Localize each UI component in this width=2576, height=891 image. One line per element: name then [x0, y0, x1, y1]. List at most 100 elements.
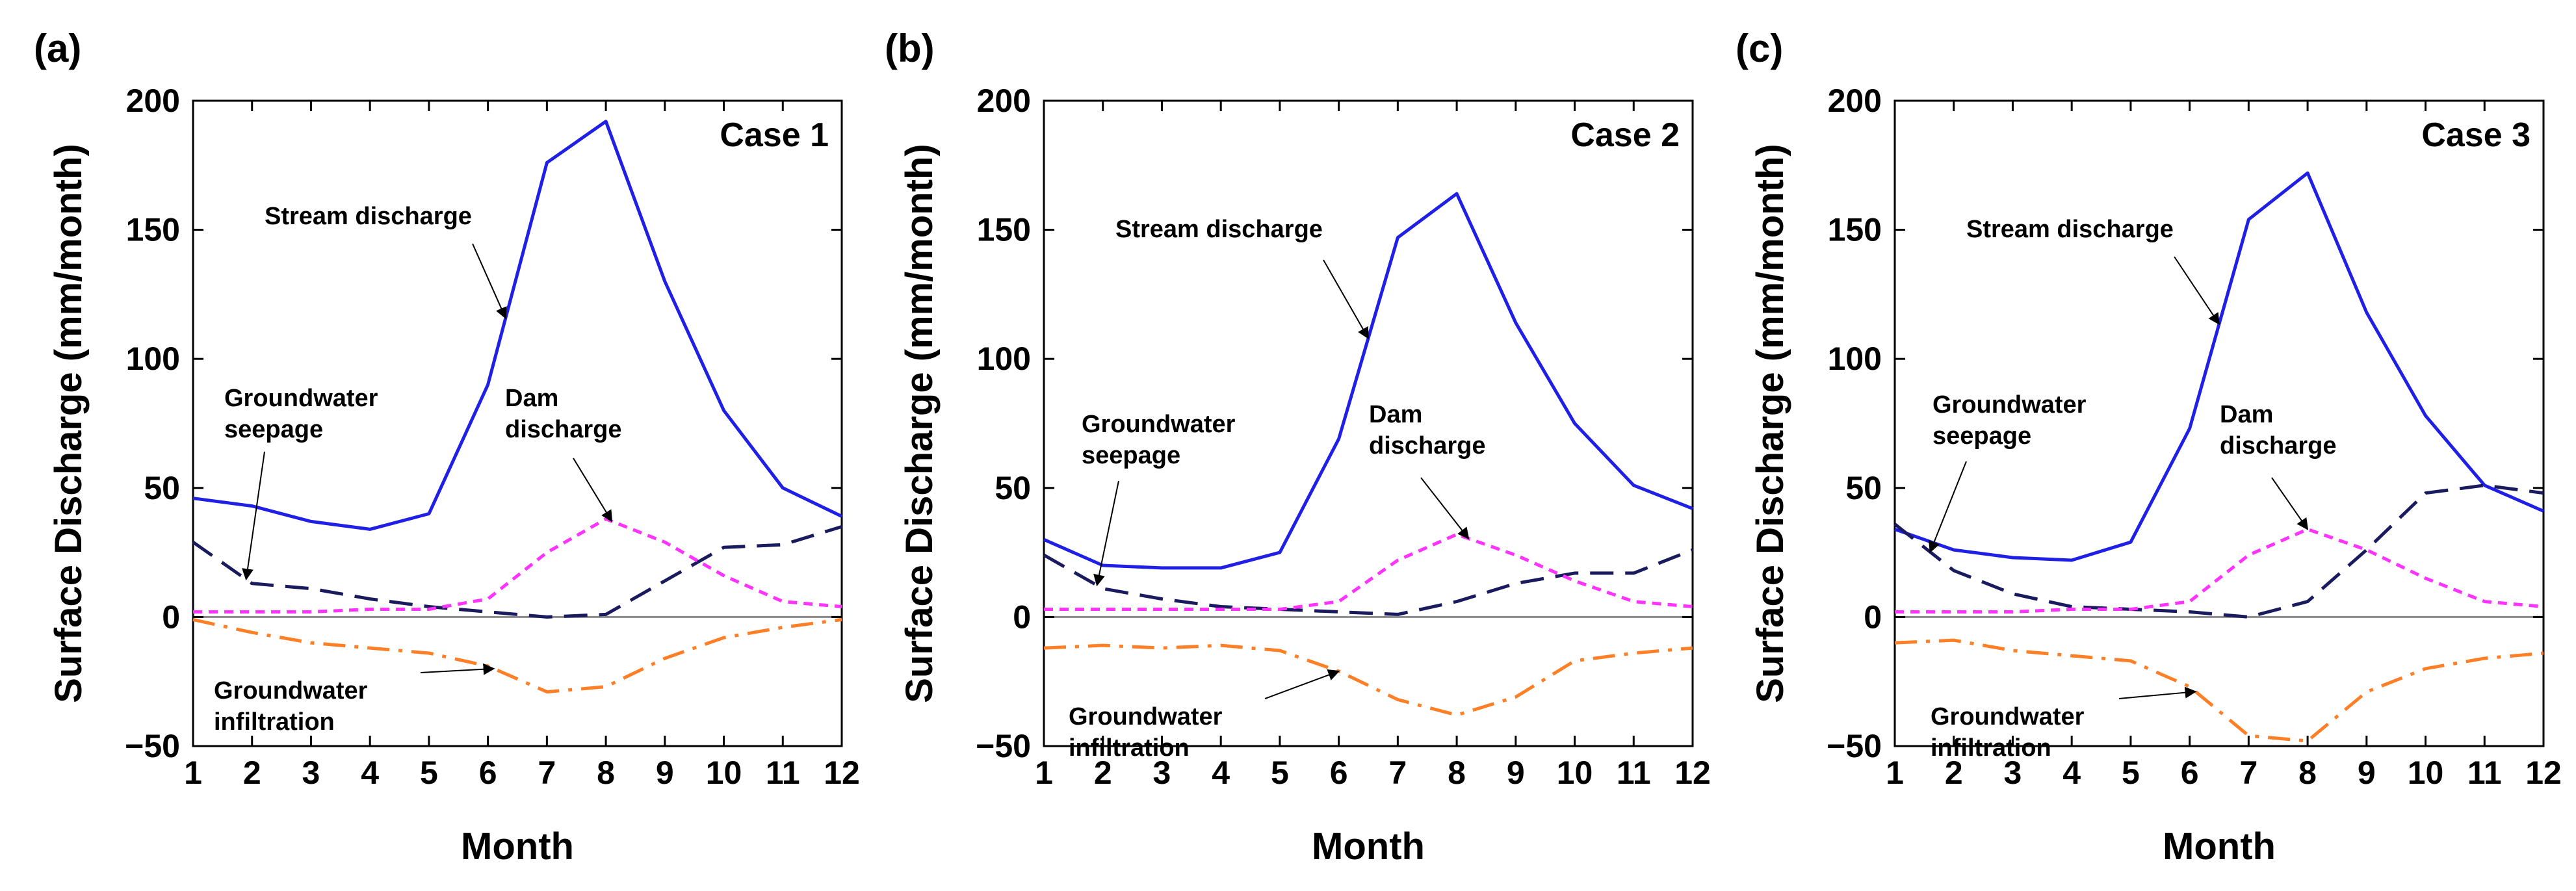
- panel-1-y-tick-label: 0: [162, 599, 180, 635]
- panel-3-x-tick-label: 6: [2181, 755, 2199, 791]
- panel-3-panel-label: (c): [1736, 27, 1783, 70]
- panel-2-y-tick-label: 100: [977, 341, 1031, 377]
- panel-3-x-tick-label: 7: [2239, 755, 2257, 791]
- panel-1-series-stream-discharge: [192, 120, 843, 531]
- panel-1-annotation-label: Groundwater: [214, 677, 368, 704]
- panel-2-case-title: Case 2: [1570, 116, 1680, 154]
- panel-3-annotation-label: seepage: [1932, 422, 2031, 450]
- panel-3-x-tick-label: 5: [2122, 755, 2140, 791]
- panel-1-annotation-arrow: [242, 451, 265, 581]
- panel-3-y-axis-title: Surface Discharge (mm/month): [1749, 144, 1791, 703]
- panel-3-y-tick-label: 200: [1828, 83, 1882, 119]
- panel-2-annotation-label: Stream discharge: [1115, 216, 1323, 243]
- panel-3-x-tick-label: 10: [2408, 755, 2444, 791]
- panel-1-x-tick-label: 5: [420, 755, 438, 791]
- panel-3-annotation-label: infiltration: [1931, 734, 2051, 762]
- panel-2-series-stream-discharge: [1043, 192, 1693, 570]
- panel-2-annotation-arrow: [1420, 477, 1470, 540]
- panel-2-y-tick-label: 50: [995, 470, 1031, 506]
- panel-2-x-tick-label: 10: [1557, 755, 1593, 791]
- panel-3-x-tick-label: 12: [2525, 755, 2562, 791]
- panel-3-y-tick-label: 150: [1828, 212, 1882, 248]
- panel-1-y-tick-label: 50: [144, 470, 180, 506]
- panel-1-annotation-arrow: [420, 663, 495, 675]
- panel-3-annotation-label: Groundwater: [1932, 391, 2087, 419]
- panel-3-case-title: Case 3: [2421, 116, 2530, 154]
- panel-3-annotation-arrow: [2174, 256, 2220, 326]
- panel-2-y-tick-label: 200: [977, 83, 1031, 119]
- panel-2-x-tick-label: 6: [1330, 755, 1348, 791]
- panel-1-series-dam-discharge: [193, 517, 842, 613]
- panel-2-x-tick-label: 12: [1674, 755, 1711, 791]
- panel-2-y-tick-label: −50: [976, 728, 1031, 764]
- panel-1-y-tick-label: 200: [126, 83, 180, 119]
- panel-3-x-tick-label: 3: [2004, 755, 2022, 791]
- panel-3-x-tick-label: 4: [2062, 755, 2081, 791]
- panel-2-y-tick-label: 0: [1013, 599, 1031, 635]
- panel-1-annotation-label: Stream discharge: [265, 203, 472, 230]
- panel-1-annotation-label: seepage: [224, 416, 323, 443]
- panel-3-annotation-label: Stream discharge: [1966, 216, 2174, 243]
- panel-3-x-tick-label: 9: [2358, 755, 2376, 791]
- panel-2-annotation-label: infiltration: [1069, 734, 1190, 762]
- panel-1-x-tick-label: 12: [824, 755, 860, 791]
- panel-2-series-groundwater-infiltration: [1043, 643, 1693, 717]
- panel-1-annotation-label: Dam: [505, 385, 558, 412]
- panel-1-x-tick-label: 6: [479, 755, 497, 791]
- panel-1-annotation-label: infiltration: [214, 708, 335, 736]
- panel-2-x-tick-label: 5: [1271, 755, 1289, 791]
- panel-1-x-tick-label: 10: [706, 755, 742, 791]
- panel-1-y-tick-label: 150: [126, 212, 180, 248]
- panel-2-annotation-arrow: [1093, 480, 1119, 587]
- panel-2-annotation-label: Groundwater: [1082, 411, 1236, 438]
- panel-2-annotation-arrow: [1323, 259, 1369, 339]
- panel-1-y-tick-label: −50: [125, 728, 180, 764]
- panel-3-x-axis-title: Month: [2163, 825, 2276, 868]
- panel-2-y-axis-title: Surface Discharge (mm/month): [898, 144, 941, 703]
- panel-2-x-tick-label: 7: [1388, 755, 1407, 791]
- panel-3-y-tick-label: 50: [1845, 470, 1882, 506]
- panel-1-y-tick-label: 100: [126, 341, 180, 377]
- panel-2-annotation-label: Groundwater: [1069, 703, 1223, 730]
- panel-2-panel-label: (b): [885, 27, 935, 70]
- panel-2-x-tick-label: 2: [1094, 755, 1112, 791]
- panel-2-y-tick-label: 150: [977, 212, 1031, 248]
- panel-1-x-tick-label: 1: [184, 755, 202, 791]
- panel-1-x-tick-label: 7: [538, 755, 556, 791]
- panel-3-x-tick-label: 11: [2467, 755, 2502, 791]
- panel-3-plot-frame: [1893, 99, 2545, 747]
- panel-3-series-dam-discharge: [1895, 527, 2544, 613]
- panel-1-series-groundwater-infiltration: [192, 617, 842, 694]
- panel-1-x-tick-label: 8: [597, 755, 615, 791]
- panel-3-y-tick-label: 100: [1828, 341, 1882, 377]
- panel-1-annotation-arrow: [573, 458, 613, 523]
- panel-3-series-groundwater-seepage: [1893, 484, 2544, 619]
- panel-1-x-axis-title: Month: [461, 825, 574, 868]
- panel-1-annotation-arrow: [472, 243, 507, 320]
- panel-2-annotation-arrow: [1264, 669, 1340, 699]
- panel-3-x-tick-label: 8: [2298, 755, 2317, 791]
- panel-1-annotation-label: discharge: [505, 416, 622, 443]
- panel-3-series-groundwater-infiltration: [1894, 638, 2544, 743]
- panel-3-annotation-label: Dam: [2220, 401, 2273, 428]
- panel-2-plot-frame: [1043, 99, 1694, 747]
- panel-3-y-tick-label: −50: [1827, 728, 1882, 764]
- panel-3-y-tick-label: 0: [1864, 599, 1882, 635]
- panel-1-x-tick-label: 9: [656, 755, 674, 791]
- panel-1-y-axis-title: Surface Discharge (mm/month): [47, 144, 90, 703]
- panel-1-x-tick-label: 11: [766, 755, 800, 791]
- panel-2-series-groundwater-seepage: [1043, 548, 1693, 616]
- panel-2-annotation-label: discharge: [1369, 432, 1486, 459]
- panel-1-panel-label: (a): [34, 27, 81, 70]
- panel-1-case-title: Case 1: [720, 116, 829, 154]
- panel-2-annotation-label: seepage: [1082, 442, 1180, 469]
- panel-2-x-tick-label: 3: [1153, 755, 1171, 791]
- panel-3-x-tick-label: 2: [1945, 755, 1963, 791]
- panel-1-plot-frame: [192, 99, 843, 747]
- panel-2-x-tick-label: 1: [1035, 755, 1053, 791]
- panel-1-x-tick-label: 4: [361, 755, 379, 791]
- panel-3-annotation-label: Groundwater: [1931, 703, 2085, 730]
- panel-1-series-groundwater-seepage: [192, 525, 842, 619]
- panel-1-x-tick-label: 2: [243, 755, 261, 791]
